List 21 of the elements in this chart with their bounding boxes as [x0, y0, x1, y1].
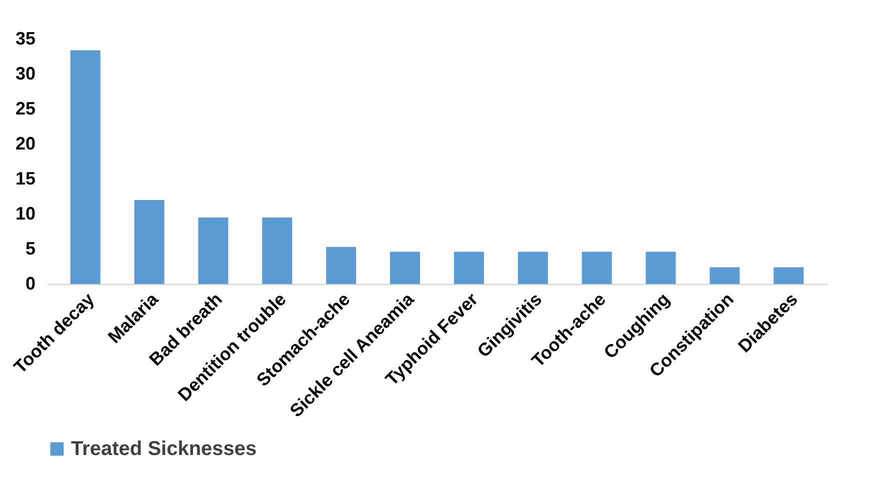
y-tick-label: 10 [15, 204, 36, 224]
bar [262, 218, 292, 284]
legend-label: Treated Sicknesses [71, 438, 257, 460]
bar [70, 50, 100, 284]
y-tick-label: 5 [25, 238, 36, 258]
bar [774, 267, 804, 284]
y-tick-label: 0 [25, 274, 36, 294]
bar [518, 252, 548, 284]
y-tick-label: 20 [15, 134, 36, 154]
bar [646, 252, 676, 284]
y-tick-label: 25 [15, 98, 36, 118]
bar [326, 246, 356, 284]
y-tick-label: 15 [15, 168, 36, 188]
y-tick-label: 35 [15, 28, 36, 48]
bar [198, 218, 228, 284]
bar [134, 200, 164, 284]
bar [454, 252, 484, 284]
y-tick-label: 30 [15, 64, 36, 84]
bar [582, 252, 612, 284]
bar [710, 267, 740, 284]
bar [390, 252, 420, 284]
